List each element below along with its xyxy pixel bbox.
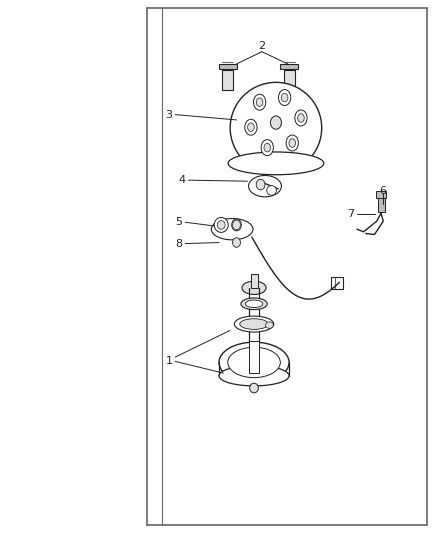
Ellipse shape	[232, 219, 241, 231]
Ellipse shape	[245, 119, 257, 135]
Ellipse shape	[250, 383, 258, 393]
Ellipse shape	[265, 322, 273, 328]
Ellipse shape	[254, 94, 266, 110]
Text: 8: 8	[175, 239, 182, 248]
Ellipse shape	[256, 98, 263, 107]
Text: 2: 2	[258, 41, 265, 51]
Ellipse shape	[217, 221, 225, 229]
Ellipse shape	[228, 348, 280, 377]
Text: 3: 3	[165, 110, 172, 119]
Text: 4: 4	[178, 175, 185, 185]
Bar	[280, 64, 298, 69]
Text: 7: 7	[347, 209, 354, 219]
Ellipse shape	[234, 316, 274, 332]
Bar	[378, 196, 385, 212]
Bar	[251, 274, 258, 288]
Ellipse shape	[247, 123, 254, 132]
Ellipse shape	[242, 281, 266, 294]
Ellipse shape	[240, 319, 268, 329]
Bar	[219, 64, 237, 69]
Ellipse shape	[249, 175, 281, 197]
Ellipse shape	[298, 114, 304, 122]
Ellipse shape	[279, 90, 291, 106]
Ellipse shape	[270, 116, 281, 130]
Bar	[284, 70, 294, 90]
Ellipse shape	[267, 185, 276, 195]
Bar	[223, 70, 233, 90]
Bar	[249, 341, 259, 373]
Ellipse shape	[245, 300, 263, 308]
Circle shape	[256, 179, 265, 190]
Ellipse shape	[286, 135, 298, 151]
Ellipse shape	[219, 366, 289, 386]
Bar	[331, 277, 343, 289]
Ellipse shape	[264, 143, 271, 152]
Bar	[376, 191, 386, 198]
Ellipse shape	[241, 298, 267, 310]
Ellipse shape	[219, 342, 289, 383]
Text: 1: 1	[166, 357, 173, 366]
Ellipse shape	[211, 219, 253, 240]
Ellipse shape	[281, 93, 288, 102]
Text: 6: 6	[380, 186, 387, 196]
Ellipse shape	[289, 139, 296, 147]
Circle shape	[233, 220, 240, 230]
Circle shape	[233, 238, 240, 247]
Ellipse shape	[295, 110, 307, 126]
Ellipse shape	[214, 217, 228, 232]
Ellipse shape	[261, 140, 273, 156]
Text: 5: 5	[175, 217, 182, 227]
Ellipse shape	[230, 82, 321, 174]
Ellipse shape	[228, 152, 324, 175]
